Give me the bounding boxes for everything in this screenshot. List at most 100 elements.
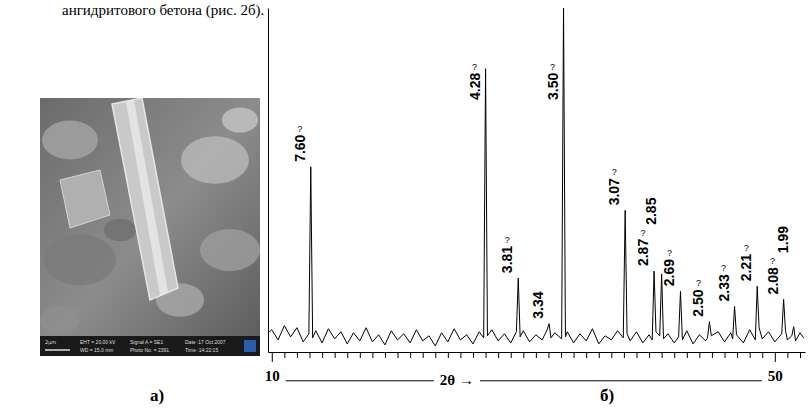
x-minor-tick-mark bbox=[687, 352, 688, 358]
x-minor-tick bbox=[548, 352, 549, 358]
x-minor-tick bbox=[649, 352, 650, 358]
peak-label: 2.33 bbox=[716, 274, 732, 301]
x-minor-tick-mark bbox=[498, 352, 499, 358]
x-minor-tick-mark bbox=[586, 352, 587, 358]
x-minor-tick-mark bbox=[347, 352, 348, 358]
peak-label: 2.21 bbox=[738, 254, 754, 281]
x-minor-tick bbox=[687, 352, 688, 358]
x-minor-tick-mark bbox=[511, 352, 512, 358]
x-minor-tick bbox=[511, 352, 512, 358]
x-minor-tick-mark bbox=[561, 352, 562, 358]
x-title-dash bbox=[480, 380, 762, 381]
x-minor-tick-mark bbox=[649, 352, 650, 358]
photo-info: Date :17 Oct 2007 bbox=[185, 339, 226, 345]
x-minor-tick-mark bbox=[636, 352, 637, 358]
x-minor-tick bbox=[699, 352, 700, 358]
x-minor-tick bbox=[574, 352, 575, 358]
x-minor-tick-mark bbox=[410, 352, 411, 358]
x-minor-tick bbox=[284, 352, 285, 358]
peak-symbol: ? bbox=[641, 228, 646, 238]
x-tick-mark bbox=[775, 352, 776, 362]
y-axis bbox=[268, 9, 269, 353]
sem-photo bbox=[40, 98, 260, 356]
x-minor-tick-mark bbox=[360, 352, 361, 358]
peak-symbol: ? bbox=[297, 124, 302, 134]
x-minor-tick-mark bbox=[712, 352, 713, 358]
x-minor-tick-mark bbox=[310, 352, 311, 358]
x-minor-tick bbox=[674, 352, 675, 358]
peak-symbol: ? bbox=[721, 263, 726, 273]
x-minor-tick-mark bbox=[611, 352, 612, 358]
x-minor-tick bbox=[586, 352, 587, 358]
x-minor-tick bbox=[737, 352, 738, 358]
x-minor-tick bbox=[372, 352, 373, 358]
peak-annotation: 2.21? bbox=[738, 243, 754, 281]
peak-label: 2.85 bbox=[643, 197, 659, 224]
x-minor-tick-mark bbox=[423, 352, 424, 358]
peak-label: 4.28 bbox=[467, 73, 483, 100]
peak-symbol: ? bbox=[612, 167, 617, 177]
x-minor-tick-mark bbox=[737, 352, 738, 358]
peak-label: 7.60 bbox=[292, 134, 308, 161]
photo-info: Time :14:22:15 bbox=[185, 347, 218, 353]
x-minor-tick-mark bbox=[574, 352, 575, 358]
peak-annotation: 3.34 bbox=[530, 291, 546, 318]
x-tick-label: 50 bbox=[768, 368, 783, 384]
peak-symbol: ? bbox=[472, 62, 477, 72]
peak-annotation: 2.08? bbox=[765, 256, 781, 294]
x-minor-tick bbox=[712, 352, 713, 358]
photo-grain bbox=[44, 235, 116, 285]
x-minor-tick-mark bbox=[297, 352, 298, 358]
x-minor-tick bbox=[725, 352, 726, 358]
x-minor-tick bbox=[611, 352, 612, 358]
x-axis-title: 2θ → bbox=[440, 372, 474, 388]
x-minor-tick-mark bbox=[486, 352, 487, 358]
x-minor-tick bbox=[410, 352, 411, 358]
x-tick-label: 10 bbox=[265, 368, 280, 384]
photo-grain bbox=[104, 219, 136, 241]
x-minor-tick-mark bbox=[284, 352, 285, 358]
x-minor-tick-mark bbox=[448, 352, 449, 358]
x-minor-tick-mark bbox=[548, 352, 549, 358]
x-minor-tick-mark bbox=[762, 352, 763, 358]
x-minor-tick bbox=[360, 352, 361, 358]
x-minor-tick bbox=[561, 352, 562, 358]
peak-label: 3.50 bbox=[545, 73, 561, 100]
y-axis-line bbox=[268, 9, 269, 353]
x-minor-tick-mark bbox=[473, 352, 474, 358]
x-minor-tick bbox=[435, 352, 436, 358]
x-minor-tick-mark bbox=[385, 352, 386, 358]
photo-grain bbox=[222, 107, 258, 132]
photo-ground bbox=[40, 98, 260, 356]
photo-info: Photo No. = 2391 bbox=[130, 347, 169, 353]
scale-bar-label: 2μm bbox=[45, 339, 56, 346]
x-minor-tick-mark bbox=[398, 352, 399, 358]
x-minor-tick-mark bbox=[800, 352, 801, 358]
x-minor-axis bbox=[285, 352, 801, 358]
x-minor-tick bbox=[523, 352, 524, 358]
x-minor-tick bbox=[335, 352, 336, 358]
peak-annotation: 2.87? bbox=[635, 228, 651, 266]
photo-grain bbox=[40, 306, 80, 334]
x-minor-tick bbox=[385, 352, 386, 358]
peak-annotation: 4.28? bbox=[467, 62, 483, 100]
peak-annotation: 7.60? bbox=[292, 124, 308, 162]
x-minor-tick bbox=[486, 352, 487, 358]
x-title-dash bbox=[286, 380, 434, 381]
x-minor-tick bbox=[322, 352, 323, 358]
photo-grain bbox=[200, 229, 260, 271]
x-axis: 10 50 bbox=[265, 352, 806, 384]
peak-symbol: ? bbox=[667, 248, 672, 258]
x-minor-tick bbox=[473, 352, 474, 358]
peak-symbol: ? bbox=[550, 62, 555, 72]
photo-info: WD = 15.0 mm bbox=[80, 347, 113, 353]
panel-label: б) bbox=[600, 386, 614, 405]
photo-info: EHT = 20.00 kV bbox=[80, 339, 116, 345]
x-minor-tick-mark bbox=[699, 352, 700, 358]
peak-label: 2.69 bbox=[661, 259, 677, 286]
x-minor-tick-mark bbox=[460, 352, 461, 358]
peak-label: 2.08 bbox=[765, 267, 781, 294]
x-minor-tick bbox=[498, 352, 499, 358]
scale-bar bbox=[45, 349, 70, 351]
peak-annotation: 2.85 bbox=[643, 197, 659, 224]
